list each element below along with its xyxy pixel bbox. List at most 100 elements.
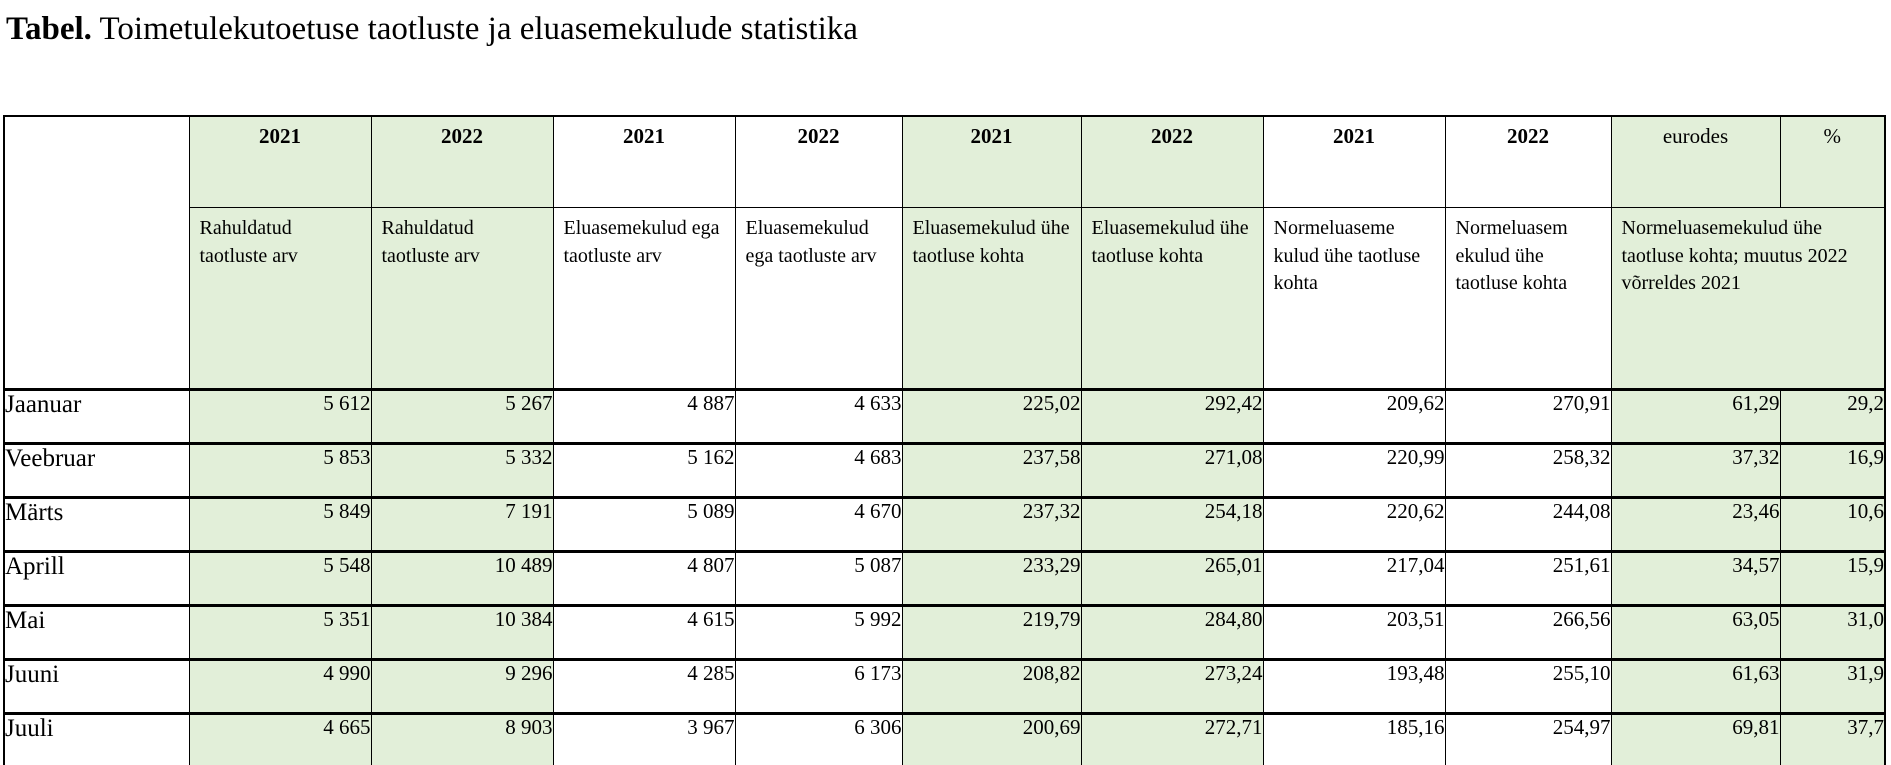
value-cell: 29,2 bbox=[1779, 388, 1886, 444]
statistics-table: 2021 2022 2021 2022 2021 2022 2021 2022 … bbox=[3, 115, 1886, 765]
corner-cell bbox=[3, 115, 190, 390]
table-title-text: Toimetulekutoetuse taotluste ja eluaseme… bbox=[91, 11, 858, 47]
value-cell: 10 384 bbox=[370, 604, 554, 660]
value-cell: 237,32 bbox=[901, 496, 1082, 552]
column-description: Rahuldatud taotluste arv bbox=[188, 207, 372, 390]
value-cell: 244,08 bbox=[1444, 496, 1612, 552]
year-header: 2022 bbox=[1444, 115, 1612, 208]
value-cell: 284,80 bbox=[1080, 604, 1264, 660]
year-header: 2021 bbox=[188, 115, 372, 208]
table-title-label: Tabel. bbox=[6, 11, 92, 47]
value-cell: 69,81 bbox=[1610, 712, 1781, 765]
value-cell: 5 992 bbox=[734, 604, 903, 660]
value-cell: 5 332 bbox=[370, 442, 554, 498]
table-row: Märts 5 849 7 191 5 089 4 670 237,32 254,18 220… bbox=[3, 496, 1886, 552]
value-cell: 37,7 bbox=[1779, 712, 1886, 765]
year-header: 2021 bbox=[901, 115, 1082, 208]
table-row: Aprill 5 548 10 489 4 807 5 087 233,29 265,01 2… bbox=[3, 550, 1886, 606]
value-cell: 5 089 bbox=[552, 496, 736, 552]
value-cell: 5 612 bbox=[188, 388, 372, 444]
value-cell: 271,08 bbox=[1080, 442, 1264, 498]
month-cell: Jaanuar bbox=[3, 388, 190, 444]
value-cell: 5 351 bbox=[188, 604, 372, 660]
year-header: 2022 bbox=[370, 115, 554, 208]
header-row-years: 2021 2022 2021 2022 2021 2022 2021 2022 … bbox=[3, 115, 1886, 390]
month-cell: Veebruar bbox=[3, 442, 190, 498]
value-cell: 4 807 bbox=[552, 550, 736, 606]
value-cell: 31,0 bbox=[1779, 604, 1886, 660]
table-row: Veebruar 5 853 5 332 5 162 4 683 237,58 271,08… bbox=[3, 442, 1886, 498]
value-cell: 4 670 bbox=[734, 496, 903, 552]
value-cell: 273,24 bbox=[1080, 658, 1264, 714]
month-cell: Märts bbox=[3, 496, 190, 552]
value-cell: 219,79 bbox=[901, 604, 1082, 660]
value-cell: 4 990 bbox=[188, 658, 372, 714]
table-row: Jaanuar 5 612 5 267 4 887 4 633 225,02 292,42 2… bbox=[3, 388, 1886, 444]
value-cell: 254,18 bbox=[1080, 496, 1264, 552]
value-cell: 254,97 bbox=[1444, 712, 1612, 765]
column-description: Normeluasem ekulud ühe taotluse kohta bbox=[1444, 207, 1612, 390]
value-cell: 237,58 bbox=[901, 442, 1082, 498]
table-row: Mai 5 351 10 384 4 615 5 992 219,79 284,80 203,… bbox=[3, 604, 1886, 660]
column-description: Eluasemekulud ühe taotluse kohta bbox=[901, 207, 1082, 390]
month-cell: Mai bbox=[3, 604, 190, 660]
value-cell: 272,71 bbox=[1080, 712, 1264, 765]
year-header: 2022 bbox=[734, 115, 903, 208]
table-body: Jaanuar 5 612 5 267 4 887 4 633 225,02 292,42 2… bbox=[3, 388, 1886, 765]
value-cell: 8 903 bbox=[370, 712, 554, 765]
merged-column-description: Normeluasemekulud ühe taotluse kohta; mu… bbox=[1610, 207, 1886, 390]
value-cell: 265,01 bbox=[1080, 550, 1264, 606]
value-cell: 6 173 bbox=[734, 658, 903, 714]
value-cell: 61,63 bbox=[1610, 658, 1781, 714]
value-cell: 34,57 bbox=[1610, 550, 1781, 606]
value-cell: 225,02 bbox=[901, 388, 1082, 444]
value-cell: 23,46 bbox=[1610, 496, 1781, 552]
header-row-descriptions: Rahuldatud taotluste arv Rahuldatud taot… bbox=[4, 207, 1886, 390]
value-cell: 258,32 bbox=[1444, 442, 1612, 498]
value-cell: 5 267 bbox=[370, 388, 554, 444]
value-cell: 233,29 bbox=[901, 550, 1082, 606]
value-cell: 209,62 bbox=[1262, 388, 1446, 444]
value-cell: 10 489 bbox=[370, 550, 554, 606]
table-row: Juuli 4 665 8 903 3 967 6 306 200,69 272,71 185… bbox=[3, 712, 1886, 765]
value-cell: 266,56 bbox=[1444, 604, 1612, 660]
value-cell: 4 887 bbox=[552, 388, 736, 444]
value-cell: 220,99 bbox=[1262, 442, 1446, 498]
value-cell: 4 615 bbox=[552, 604, 736, 660]
value-cell: 208,82 bbox=[901, 658, 1082, 714]
value-cell: 220,62 bbox=[1262, 496, 1446, 552]
value-cell: 10,6 bbox=[1779, 496, 1886, 552]
value-cell: 193,48 bbox=[1262, 658, 1446, 714]
value-cell: 3 967 bbox=[552, 712, 736, 765]
value-cell: 203,51 bbox=[1262, 604, 1446, 660]
year-header: 2021 bbox=[552, 115, 736, 208]
unit-header-percent: % bbox=[1779, 115, 1886, 208]
column-description: Normeluaseme kulud ühe taotluse kohta bbox=[1262, 207, 1446, 390]
value-cell: 255,10 bbox=[1444, 658, 1612, 714]
value-cell: 185,16 bbox=[1262, 712, 1446, 765]
column-description: Eluasemekulud ega taotluste arv bbox=[734, 207, 903, 390]
value-cell: 200,69 bbox=[901, 712, 1082, 765]
value-cell: 4 683 bbox=[734, 442, 903, 498]
column-description: Eluasemekulud ühe taotluse kohta bbox=[1080, 207, 1264, 390]
table-title: Tabel. Toimetulekutoetuse taotluste ja e… bbox=[6, 10, 858, 50]
value-cell: 61,29 bbox=[1610, 388, 1781, 444]
value-cell: 16,9 bbox=[1779, 442, 1886, 498]
value-cell: 251,61 bbox=[1444, 550, 1612, 606]
value-cell: 4 633 bbox=[734, 388, 903, 444]
value-cell: 5 087 bbox=[734, 550, 903, 606]
year-header: 2021 bbox=[1262, 115, 1446, 208]
value-cell: 9 296 bbox=[370, 658, 554, 714]
value-cell: 4 285 bbox=[552, 658, 736, 714]
month-cell: Juuni bbox=[3, 658, 190, 714]
value-cell: 15,9 bbox=[1779, 550, 1886, 606]
value-cell: 5 849 bbox=[188, 496, 372, 552]
value-cell: 31,9 bbox=[1779, 658, 1886, 714]
month-cell: Aprill bbox=[3, 550, 190, 606]
value-cell: 7 191 bbox=[370, 496, 554, 552]
value-cell: 4 665 bbox=[188, 712, 372, 765]
value-cell: 37,32 bbox=[1610, 442, 1781, 498]
month-cell: Juuli bbox=[3, 712, 190, 765]
year-header: 2022 bbox=[1080, 115, 1264, 208]
